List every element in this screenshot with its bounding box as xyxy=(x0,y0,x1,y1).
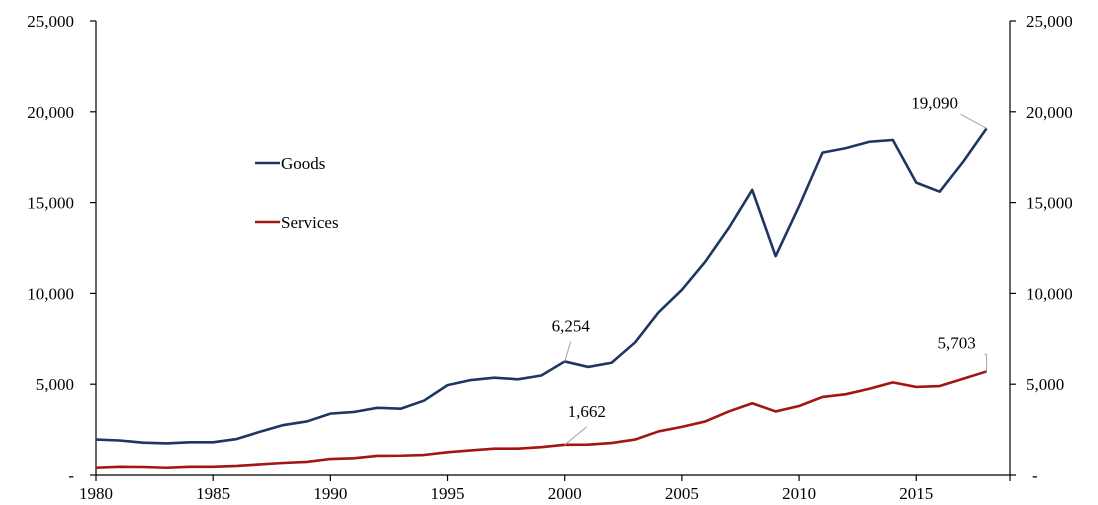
annotation-leader xyxy=(564,426,588,446)
series-layer xyxy=(95,127,988,470)
y-tick-label-left: 5,000 xyxy=(36,375,74,394)
series-line-services xyxy=(95,370,987,470)
legend-label-goods: Goods xyxy=(281,154,325,173)
y-tick-label-right: 25,000 xyxy=(1026,12,1073,31)
annotation-label: 1,662 xyxy=(568,402,606,421)
y-tick-label-right: 15,000 xyxy=(1026,194,1073,213)
x-tick-label: 2010 xyxy=(782,484,816,503)
legend-label-services: Services xyxy=(281,213,339,232)
series-line-goods xyxy=(95,127,988,445)
y-tick-label-left: 15,000 xyxy=(27,194,74,213)
y-tick-label-left: 20,000 xyxy=(27,103,74,122)
annotation-label: 6,254 xyxy=(552,316,591,335)
y-tick-label-left: - xyxy=(68,466,74,485)
y-axis-left-ticks: - 5,000 10,000 15,000 20,000 25,000 xyxy=(27,12,96,485)
y-tick-label-left: 25,000 xyxy=(27,12,74,31)
x-tick-label: 1995 xyxy=(431,484,465,503)
y-tick-label-right: - xyxy=(1032,466,1038,485)
annotation-label: 19,090 xyxy=(911,93,958,112)
x-tick-label: 1980 xyxy=(79,484,113,503)
y-tick-label-left: 10,000 xyxy=(27,284,74,303)
axes xyxy=(95,21,1011,476)
x-tick-label: 2005 xyxy=(665,484,699,503)
y-tick-label-right: 20,000 xyxy=(1026,103,1073,122)
legend: Goods Services xyxy=(255,154,339,232)
annotation-leader xyxy=(984,353,988,372)
annotation-leader xyxy=(564,341,572,362)
y-axis-right-ticks: - 5,000 10,000 15,000 20,000 25,000 xyxy=(1010,12,1073,485)
annotation-layer: 6,254 19,090 1,662 5,703 xyxy=(552,93,988,446)
x-tick-label: 1990 xyxy=(313,484,347,503)
y-tick-label-right: 5,000 xyxy=(1026,375,1064,394)
y-tick-label-right: 10,000 xyxy=(1026,284,1073,303)
x-tick-label: 2015 xyxy=(899,484,933,503)
annotation-leader xyxy=(960,113,987,129)
x-tick-label: 2000 xyxy=(548,484,582,503)
annotation-label: 5,703 xyxy=(937,333,975,352)
x-tick-label: 1985 xyxy=(196,484,230,503)
x-axis-ticks: 1980 1985 1990 1995 2000 2005 2010 2015 xyxy=(79,475,1011,503)
